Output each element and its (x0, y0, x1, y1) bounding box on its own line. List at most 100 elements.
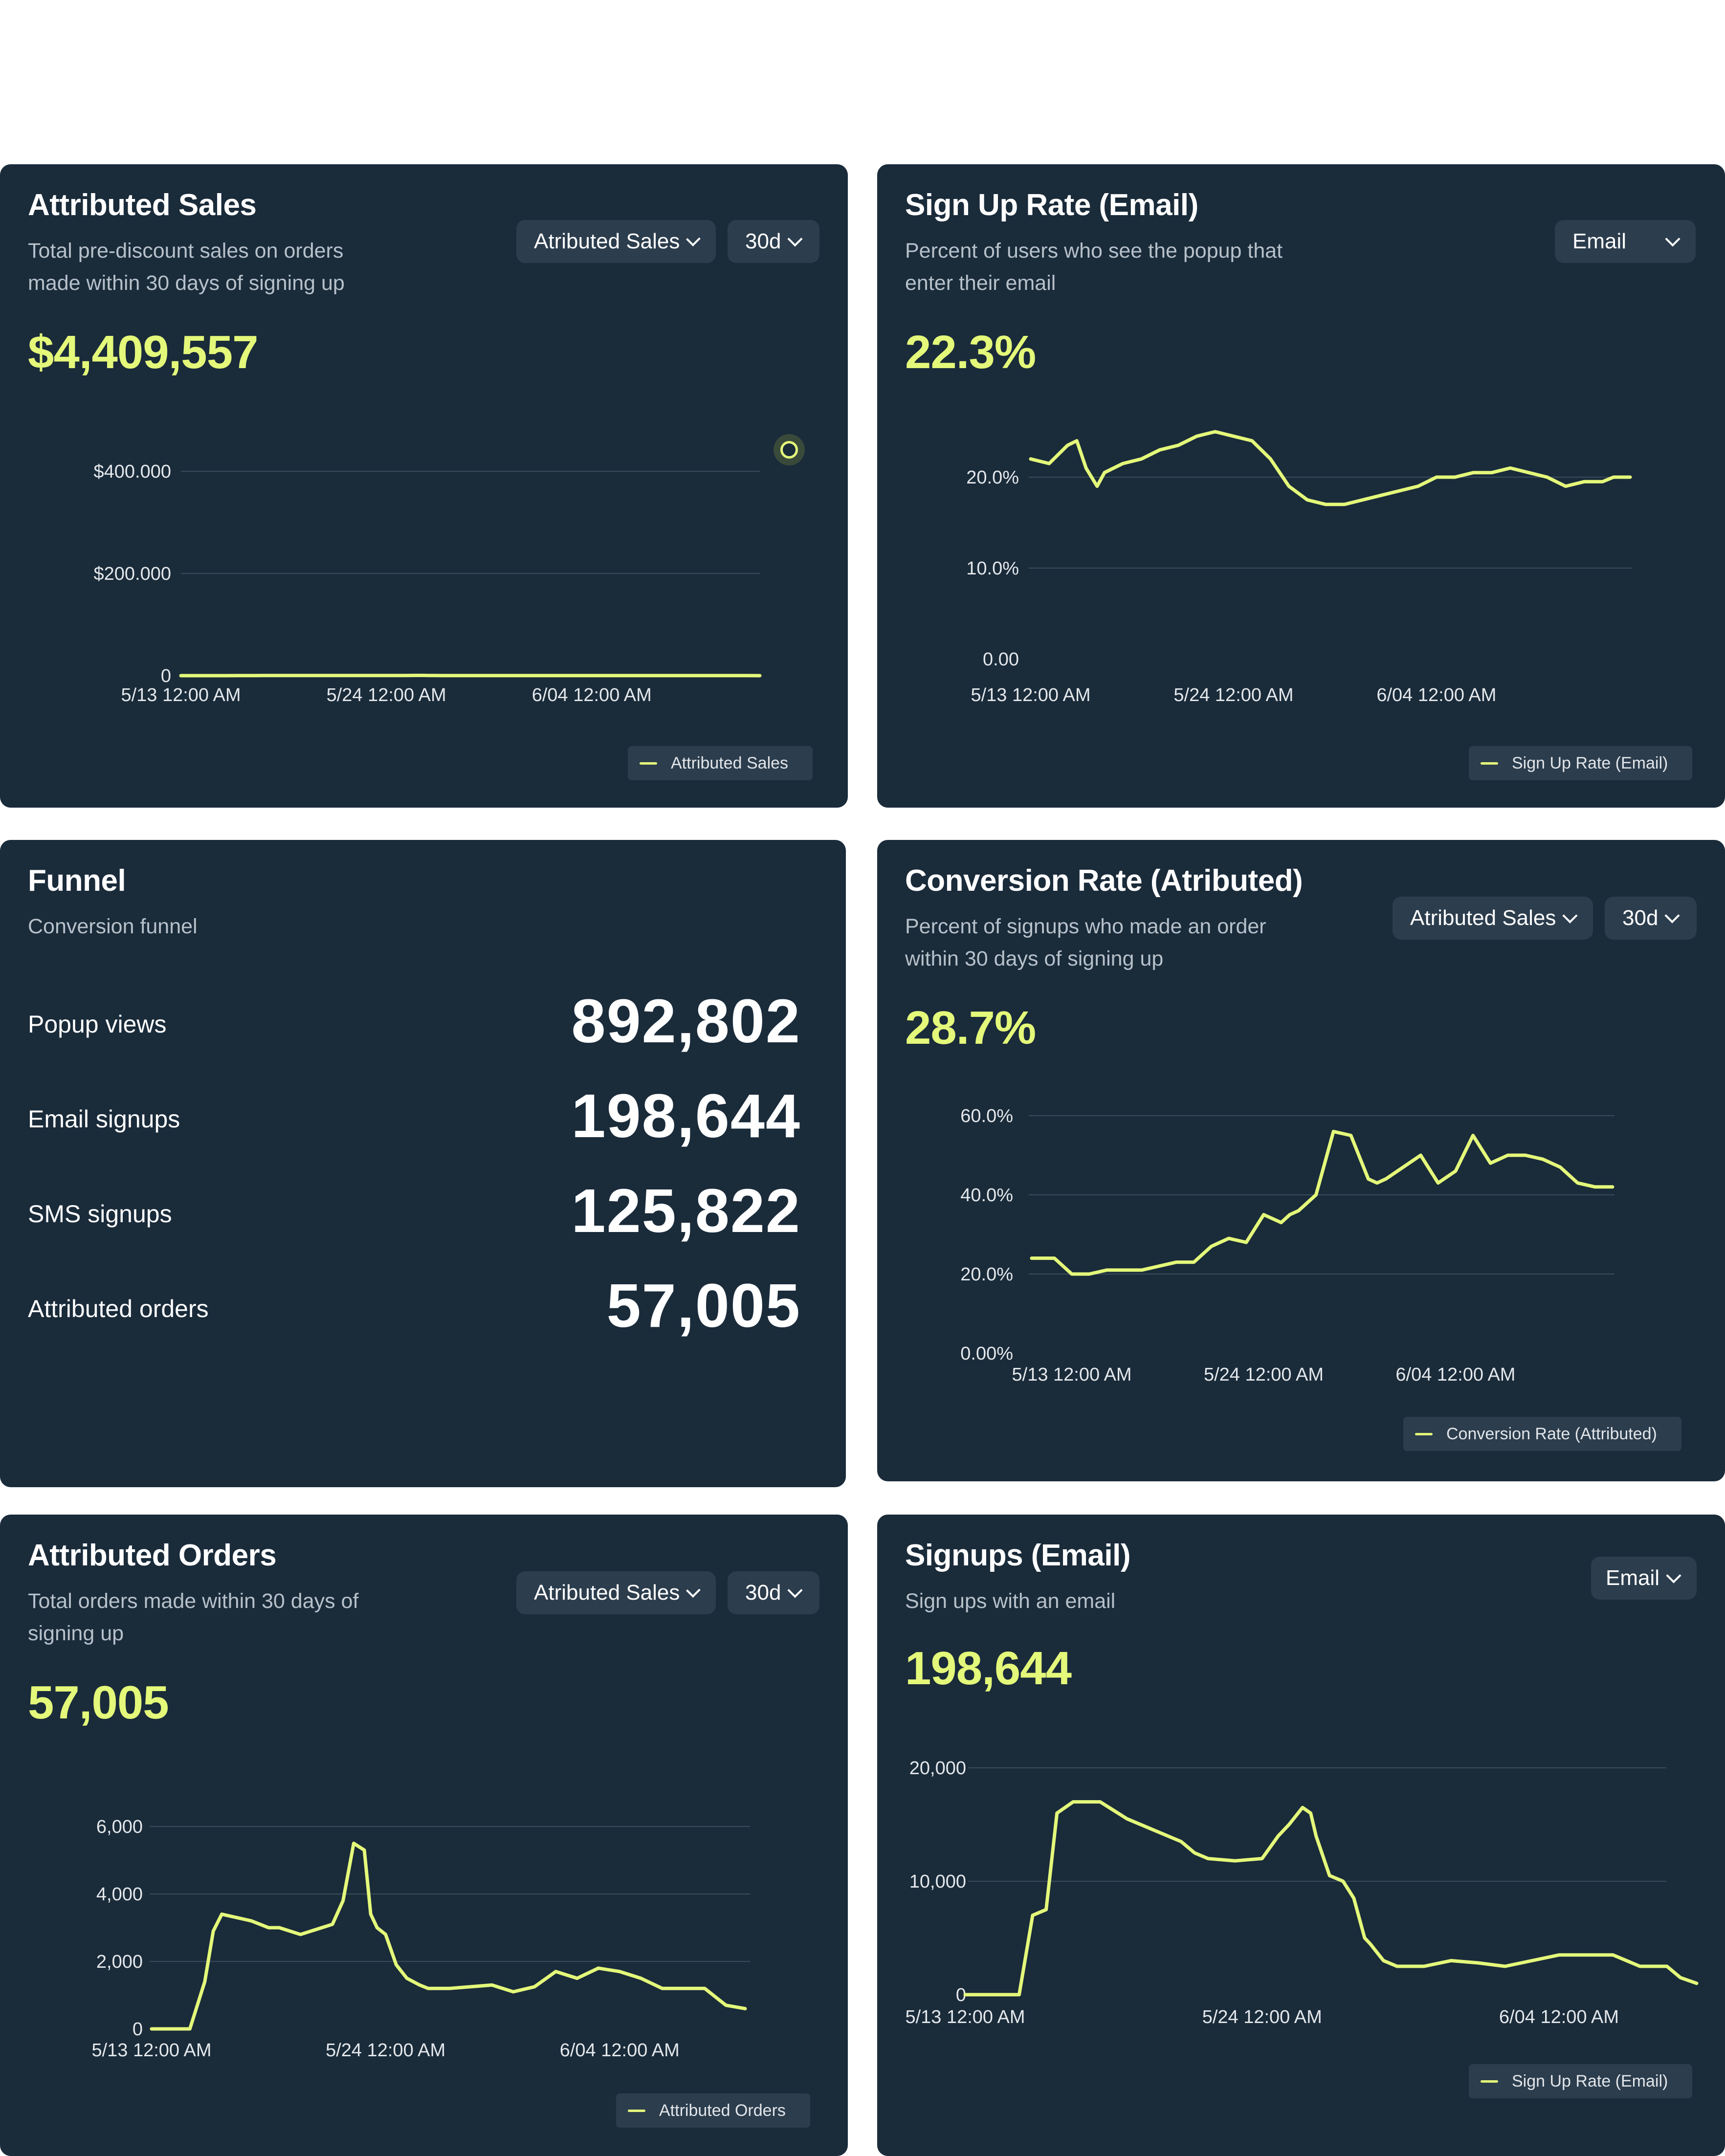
funnel-card: Funnel Conversion funnel Popup views 892… (0, 840, 846, 1487)
x-tick-label: 5/13 12:00 AM (1012, 1364, 1132, 1385)
card-subtitle: Percent of signups who made an order wit… (905, 915, 1266, 970)
series-line (1029, 430, 1632, 506)
legend-label: Sign Up Rate (Email) (1512, 753, 1668, 772)
card-subtitle: Total pre-discount sales on orders made … (28, 239, 345, 295)
card-subtitle: Percent of users who see the popup that … (905, 239, 1283, 295)
y-tick-label: 0.00 (983, 649, 1019, 670)
y-tick-label: 20.0% (966, 467, 1019, 488)
y-tick-label: 60.0% (960, 1106, 1013, 1126)
attributed-sales-card: Attributed Sales Total pre-discount sale… (0, 164, 848, 808)
card-subtitle: Total orders made within 30 days of sign… (28, 1589, 359, 1645)
card-subtitle: Conversion funnel (28, 915, 198, 938)
funnel-row-popup-views: Popup views 892,802 (28, 986, 801, 1059)
x-tick-label: 5/13 12:00 AM (91, 2040, 211, 2061)
funnel-label: SMS signups (28, 1200, 172, 1228)
sign-up-rate-chart: 0.00 10.0% 20.0% 5/13 12:00 AM 5/24 12:00 AM… (966, 430, 1632, 705)
card-title: Attributed Orders (28, 1539, 277, 1572)
y-tick-label: 6,000 (96, 1817, 143, 1837)
chevron-down-icon (686, 1583, 701, 1598)
card-title: Signups (Email) (905, 1539, 1130, 1572)
x-tick-label: 6/04 12:00 AM (1395, 1364, 1515, 1385)
chevron-down-icon (1666, 1568, 1681, 1584)
x-tick-label: 5/24 12:00 AM (1204, 1364, 1324, 1385)
range-select[interactable]: 30d (728, 220, 819, 263)
x-tick-label: 5/13 12:00 AM (905, 2007, 1025, 2027)
funnel-value: 892,802 (571, 987, 801, 1056)
y-tick-label: 20.0% (960, 1264, 1013, 1285)
y-tick-label: 0 (161, 666, 171, 686)
hover-point-marker[interactable] (774, 434, 805, 465)
series-line (150, 1842, 747, 2031)
y-tick-label: 20,000 (909, 1758, 966, 1779)
funnel-value: 198,644 (571, 1081, 801, 1150)
card-title: Funnel (28, 864, 126, 898)
chart-legend[interactable]: Attributed Sales (628, 746, 813, 780)
metric-select[interactable]: Atributed Sales (1393, 897, 1593, 940)
x-tick-label: 6/04 12:00 AM (532, 685, 652, 705)
y-tick-label: 4,000 (96, 1884, 143, 1905)
card-value: 28.7% (905, 1002, 1036, 1054)
chart-legend[interactable]: Attributed Orders (616, 2093, 810, 2128)
chart-legend[interactable]: Sign Up Rate (Email) (1469, 746, 1693, 780)
chevron-down-icon (1665, 231, 1681, 247)
funnel-label: Attributed orders (28, 1295, 209, 1322)
attributed-sales-chart: 0 $200.000 $400.000 5/13 12:00 AM 5/24 12:00… (94, 462, 762, 705)
series-line (963, 1800, 1699, 1997)
conversion-rate-card: Conversion Rate (Atributed) Percent of s… (877, 840, 1725, 1481)
range-select-label: 30d (745, 1581, 781, 1605)
signups-email-chart: 0 10,000 20,000 5/13 12:00 AM 5/24 12:00 AM 6… (905, 1758, 1699, 2027)
card-title: Conversion Rate (Atributed) (905, 864, 1303, 898)
y-tick-label: $200.000 (94, 564, 172, 584)
range-select-label: 30d (745, 229, 781, 253)
metric-select[interactable]: Atributed Sales (516, 1571, 716, 1614)
card-title: Sign Up Rate (Email) (905, 188, 1198, 222)
metric-select[interactable]: Atributed Sales (516, 220, 716, 263)
funnel-row-email-signups: Email signups 198,644 (28, 1080, 801, 1154)
metric-select-label: Atributed Sales (1410, 906, 1556, 930)
metric-select-label: Atributed Sales (534, 1581, 680, 1605)
x-tick-label: 5/24 12:00 AM (1173, 685, 1293, 705)
legend-line-swatch (1481, 762, 1498, 765)
funnel-row-sms-signups: SMS signups 125,822 (28, 1175, 801, 1249)
channel-select[interactable]: Email (1591, 1557, 1697, 1600)
conversion-rate-chart: 0.00% 20.0% 40.0% 60.0% 5/13 12:00 AM 5/24 12… (960, 1106, 1614, 1385)
range-select-label: 30d (1622, 906, 1659, 930)
legend-line-swatch (1481, 2080, 1498, 2083)
chevron-down-icon (686, 232, 701, 246)
channel-select-label: Email (1572, 229, 1627, 253)
card-title: Attributed Sales (28, 188, 257, 222)
chevron-down-icon (1664, 908, 1680, 924)
y-tick-label: 40.0% (960, 1185, 1013, 1206)
x-tick-label: 5/13 12:00 AM (971, 685, 1090, 705)
attributed-orders-card: Attributed Orders Total orders made with… (0, 1515, 848, 2156)
card-value: 57,005 (28, 1676, 169, 1729)
card-subtitle: Sign ups with an email (905, 1589, 1116, 1613)
x-tick-label: 5/13 12:00 AM (121, 685, 241, 705)
legend-line-swatch (640, 762, 657, 765)
series-line (1030, 1129, 1614, 1276)
x-tick-label: 6/04 12:00 AM (560, 2040, 680, 2061)
funnel-value: 57,005 (606, 1271, 801, 1340)
chevron-down-icon (1562, 908, 1578, 924)
y-tick-label: 0.00% (960, 1343, 1013, 1364)
y-tick-label: 10,000 (909, 1871, 966, 1892)
card-value: $4,409,557 (28, 326, 258, 378)
y-tick-label: 10.0% (966, 558, 1019, 579)
legend-line-swatch (628, 2109, 645, 2112)
range-select[interactable]: 30d (728, 1571, 819, 1614)
x-tick-label: 5/24 12:00 AM (327, 685, 446, 705)
chart-legend[interactable]: Conversion Rate (Attributed) (1403, 1417, 1681, 1451)
y-tick-label: 2,000 (96, 1952, 143, 1972)
x-tick-label: 5/24 12:00 AM (326, 2040, 445, 2061)
chart-legend[interactable]: Sign Up Rate (Email) (1469, 2064, 1693, 2098)
y-tick-label: $400.000 (94, 462, 172, 482)
range-select[interactable]: 30d (1605, 897, 1697, 940)
funnel-row-attributed-orders: Attributed orders 57,005 (28, 1270, 801, 1343)
funnel-value: 125,822 (571, 1176, 801, 1245)
channel-select[interactable]: Email (1555, 220, 1696, 263)
funnel-label: Popup views (28, 1011, 167, 1038)
channel-select-label: Email (1606, 1566, 1660, 1590)
card-value: 198,644 (905, 1642, 1072, 1694)
funnel-label: Email signups (28, 1105, 180, 1133)
x-tick-label: 6/04 12:00 AM (1499, 2007, 1619, 2027)
